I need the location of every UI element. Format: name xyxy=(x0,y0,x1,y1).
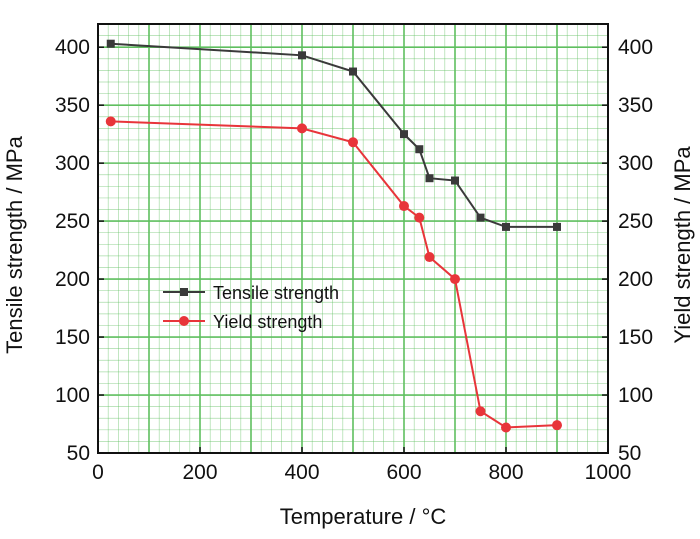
legend-item-tensile: Tensile strength xyxy=(163,283,339,303)
data-point-yield xyxy=(450,274,460,285)
legend-label-yield: Yield strength xyxy=(213,312,322,332)
right-y-tick-label: 350 xyxy=(618,94,653,117)
legend-marker-tensile xyxy=(180,288,188,296)
data-point-tensile xyxy=(425,174,434,183)
data-point-tensile xyxy=(415,145,424,154)
legend-marker-yield xyxy=(179,316,189,326)
x-tick-label: 200 xyxy=(182,461,217,484)
data-point-tensile xyxy=(349,67,357,76)
data-point-yield xyxy=(424,252,435,263)
left-y-axis-title: Tensile strength / MPa xyxy=(2,135,27,353)
data-point-yield xyxy=(297,123,307,134)
right-y-axis-title: Yield strength / MPa xyxy=(670,146,695,344)
right-y-axis-ticks: 50 100 150 200 250 300 350 400 xyxy=(602,36,653,465)
x-tick-label: 1000 xyxy=(585,461,632,484)
data-point-yield xyxy=(399,201,409,212)
series-line-yield xyxy=(110,120,558,429)
data-point-tensile xyxy=(298,51,306,60)
data-point-tensile xyxy=(400,130,408,139)
series-layer xyxy=(105,39,562,433)
legend: Tensile strength Yield strength xyxy=(163,283,339,332)
data-point-yield xyxy=(105,116,116,127)
right-y-tick-label: 400 xyxy=(618,36,653,59)
data-point-tensile xyxy=(451,176,459,185)
grid-minor xyxy=(98,24,608,453)
data-point-yield xyxy=(475,406,486,417)
right-y-tick-label: 250 xyxy=(618,210,653,233)
right-y-tick-label: 300 xyxy=(618,152,653,175)
data-point-tensile xyxy=(476,213,485,222)
x-axis-ticks: 0 200 400 600 800 1000 xyxy=(92,447,631,484)
data-point-tensile xyxy=(502,222,510,231)
series-line-tensile xyxy=(110,42,557,228)
right-y-tick-label: 150 xyxy=(618,326,653,349)
data-point-yield xyxy=(552,420,562,431)
left-y-tick-label: 350 xyxy=(55,94,90,117)
legend-label-tensile: Tensile strength xyxy=(213,283,339,303)
legend-item-yield: Yield strength xyxy=(163,312,322,332)
right-y-tick-label: 100 xyxy=(618,384,653,407)
plot-frame xyxy=(97,23,609,454)
x-tick-label: 0 xyxy=(92,461,104,484)
left-y-tick-label: 250 xyxy=(55,210,90,233)
x-axis-title: Temperature / °C xyxy=(280,504,447,529)
right-y-tick-label: 50 xyxy=(618,442,641,465)
x-tick-label: 400 xyxy=(284,461,319,484)
x-tick-label: 600 xyxy=(386,461,421,484)
series-tensile xyxy=(106,39,561,231)
data-point-yield xyxy=(501,422,511,433)
left-y-axis-ticks: 50 100 150 200 250 300 350 400 xyxy=(55,36,104,465)
left-y-tick-label: 400 xyxy=(55,36,90,59)
series-yield xyxy=(105,116,562,433)
data-point-yield xyxy=(348,137,358,148)
left-y-tick-label: 200 xyxy=(55,268,90,291)
left-y-tick-label: 100 xyxy=(55,384,90,407)
left-y-tick-label: 300 xyxy=(55,152,90,175)
left-y-tick-label: 150 xyxy=(55,326,90,349)
x-tick-label: 800 xyxy=(488,461,523,484)
left-y-tick-label: 50 xyxy=(67,442,90,465)
data-point-yield xyxy=(414,212,425,223)
data-point-tensile xyxy=(106,39,115,48)
data-point-tensile xyxy=(553,222,561,231)
right-y-tick-label: 200 xyxy=(618,268,653,291)
